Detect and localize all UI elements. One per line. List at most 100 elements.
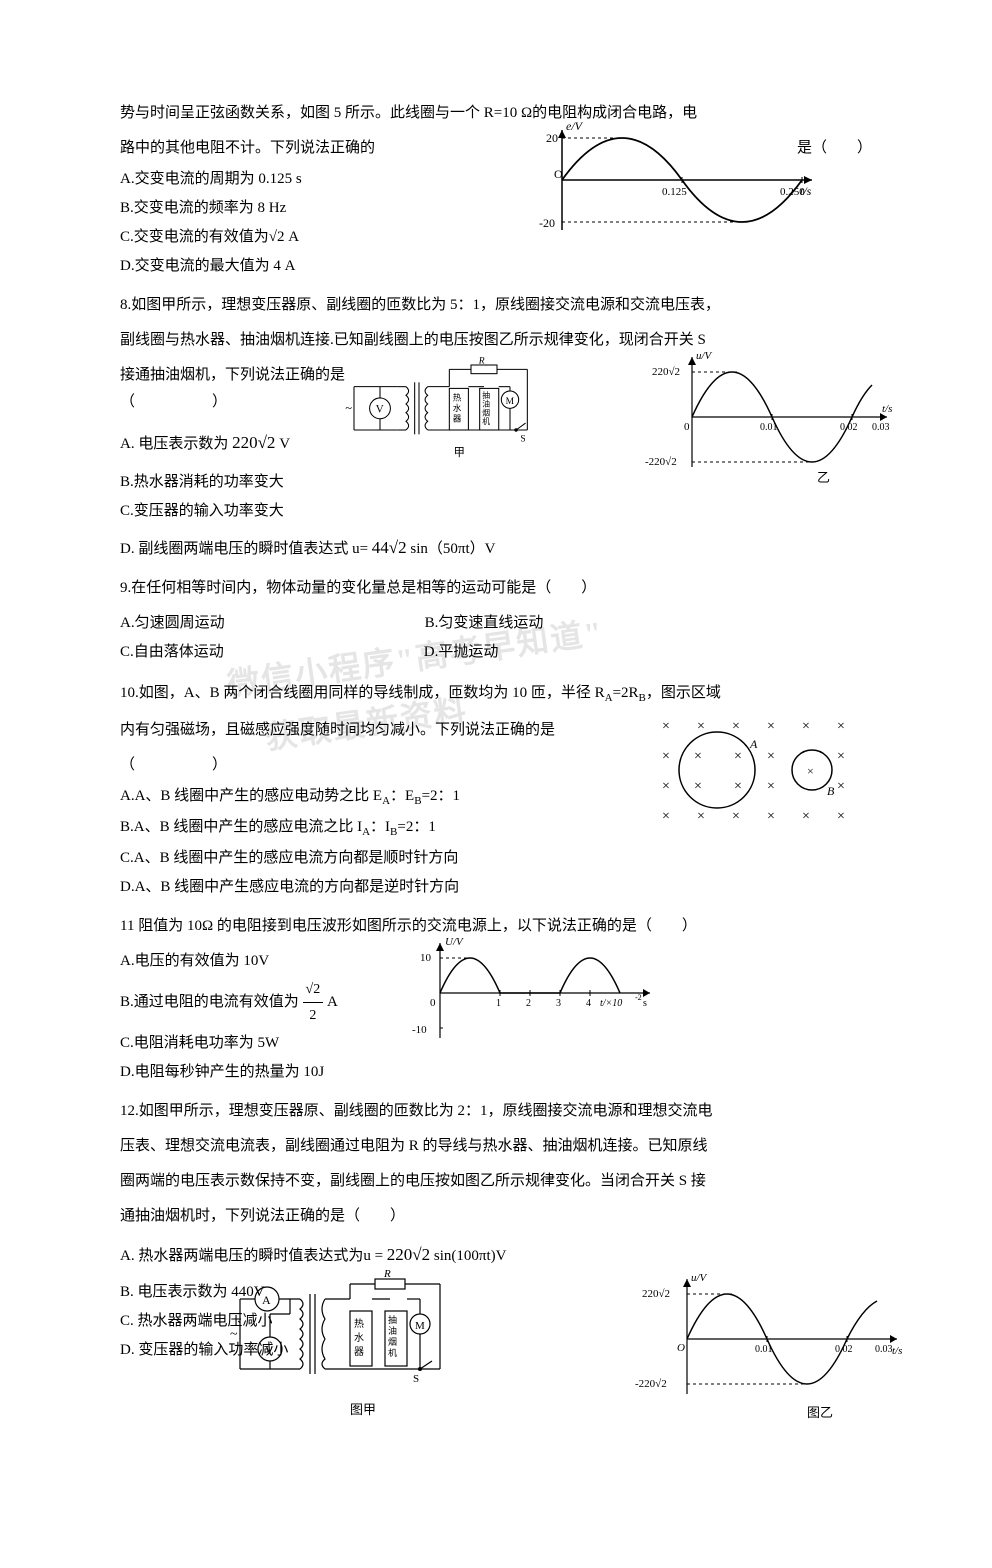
- svg-text:×: ×: [802, 719, 810, 734]
- svg-text:220√2: 220√2: [642, 1288, 670, 1300]
- svg-text:水: 水: [453, 402, 462, 413]
- svg-text:~: ~: [345, 401, 352, 415]
- svg-text:烟: 烟: [388, 1336, 397, 1347]
- svg-text:图甲: 图甲: [350, 1402, 376, 1417]
- svg-text:10: 10: [420, 952, 432, 964]
- svg-text:抽: 抽: [482, 390, 490, 400]
- svg-text:×: ×: [694, 749, 702, 764]
- q11-chart: 10 -10 0 U/V 1 2 3 4 t/×10 -2 s: [400, 933, 660, 1053]
- svg-text:甲: 甲: [454, 447, 465, 459]
- svg-text:×: ×: [807, 764, 814, 778]
- svg-text:s: s: [643, 998, 647, 1009]
- svg-text:4: 4: [586, 998, 591, 1009]
- svg-text:×: ×: [802, 809, 810, 824]
- svg-text:O: O: [554, 167, 563, 181]
- svg-text:t/s: t/s: [892, 1345, 902, 1357]
- svg-text:B: B: [827, 784, 835, 798]
- q9-option-a: A.匀速圆周运动: [120, 610, 225, 637]
- question-7: 势与时间呈正弦函数关系，如图 5 所示。此线圈与一个 R=10 Ω的电阻构成闭合…: [120, 100, 872, 280]
- svg-text:×: ×: [837, 779, 845, 794]
- svg-text:V: V: [265, 1343, 274, 1357]
- q12-option-a: A. 热水器两端电压的瞬时值表达式为u = 220√2 sin(100πt)V: [120, 1240, 872, 1271]
- svg-text:0.03: 0.03: [872, 422, 890, 433]
- svg-text:u/V: u/V: [691, 1272, 708, 1284]
- svg-text:-220√2: -220√2: [645, 456, 677, 468]
- q7-option-d: D.交变电流的最大值为 4 A: [120, 253, 872, 280]
- q8-intro1: 8.如图甲所示，理想变压器原、副线圈的匝数比为 5：1，原线圈接交流电源和交流电…: [120, 292, 872, 319]
- svg-text:×: ×: [767, 779, 775, 794]
- svg-text:20: 20: [546, 131, 558, 145]
- q12-intro4: 通抽油烟机时，下列说法正确的是（ ）: [120, 1203, 872, 1230]
- q8-circuit: ~ V R 热 水 器: [320, 352, 570, 482]
- svg-text:乙: 乙: [817, 470, 830, 485]
- svg-text:e/V: e/V: [566, 120, 584, 133]
- svg-text:0.02: 0.02: [835, 1344, 853, 1355]
- svg-text:t/s: t/s: [882, 403, 892, 415]
- svg-text:R: R: [383, 1269, 391, 1280]
- svg-text:×: ×: [837, 749, 845, 764]
- svg-text:图乙: 图乙: [807, 1405, 833, 1420]
- q10-option-c: C.A、B 线圈中产生的感应电流方向都是顺时针方向: [120, 845, 872, 872]
- svg-text:×: ×: [767, 809, 775, 824]
- svg-text:220√2: 220√2: [652, 366, 680, 378]
- svg-text:×: ×: [694, 779, 702, 794]
- question-10: 10.如图，A、B 两个闭合线圈用同样的导线制成，匝数均为 10 匝，半径 RA…: [120, 680, 872, 900]
- q12-circuit: A ~ V R: [220, 1269, 470, 1439]
- svg-text:机: 机: [388, 1347, 397, 1358]
- svg-text:×: ×: [662, 719, 670, 734]
- svg-text:0.01: 0.01: [755, 1344, 773, 1355]
- q8-option-d: D. 副线圈两端电压的瞬时值表达式 u= 44√2 sin（50πt）V: [120, 533, 872, 564]
- svg-text:油: 油: [388, 1325, 397, 1336]
- question-9: 9.在任何相等时间内，物体动量的变化量总是相等的运动可能是（ ） A.匀速圆周运…: [120, 575, 872, 668]
- svg-text:热: 热: [354, 1317, 364, 1330]
- q10-option-d: D.A、B 线圈中产生感应电流的方向都是逆时针方向: [120, 874, 872, 901]
- svg-text:×: ×: [732, 809, 740, 824]
- q10-figure: ×××××× ××× ××× ×××××× ×× ×× A B ×: [652, 710, 872, 830]
- svg-text:机: 机: [482, 416, 490, 426]
- svg-text:1: 1: [496, 998, 501, 1009]
- svg-text:×: ×: [662, 779, 670, 794]
- q12-chart: 220√2 -220√2 u/V O 0.01 0.02 0.03 t/s 图乙: [632, 1269, 912, 1429]
- svg-text:0.125: 0.125: [662, 186, 687, 198]
- svg-text:×: ×: [767, 749, 775, 764]
- svg-text:×: ×: [734, 779, 742, 794]
- svg-text:×: ×: [732, 719, 740, 734]
- svg-text:×: ×: [767, 719, 775, 734]
- svg-text:×: ×: [837, 809, 845, 824]
- svg-text:×: ×: [662, 749, 670, 764]
- svg-text:-2: -2: [635, 993, 642, 1002]
- svg-text:0.03: 0.03: [875, 1344, 893, 1355]
- svg-text:0.250: 0.250: [780, 186, 805, 198]
- svg-text:M: M: [415, 1320, 425, 1332]
- q8-option-c: C.变压器的输入功率变大: [120, 498, 872, 525]
- svg-text:3: 3: [556, 998, 561, 1009]
- question-12: 12.如图甲所示，理想变压器原、副线圈的匝数比为 2：1，原线圈接交流电源和理想…: [120, 1098, 872, 1496]
- q12-intro1: 12.如图甲所示，理想变压器原、副线圈的匝数比为 2：1，原线圈接交流电源和理想…: [120, 1098, 872, 1125]
- svg-text:O: O: [677, 1342, 685, 1354]
- svg-text:0.01: 0.01: [760, 422, 778, 433]
- svg-text:-20: -20: [539, 216, 555, 230]
- svg-text:器: 器: [453, 413, 462, 423]
- svg-text:~: ~: [230, 1327, 238, 1342]
- svg-text:0.02: 0.02: [840, 422, 858, 433]
- svg-text:U/V: U/V: [445, 936, 464, 948]
- svg-text:油: 油: [482, 399, 490, 409]
- svg-text:0: 0: [684, 421, 690, 433]
- svg-text:水: 水: [354, 1332, 364, 1344]
- svg-text:t/×10: t/×10: [600, 998, 622, 1009]
- svg-text:A: A: [262, 1293, 271, 1307]
- q9-intro: 9.在任何相等时间内，物体动量的变化量总是相等的运动可能是（ ）: [120, 575, 872, 602]
- question-8: 8.如图甲所示，理想变压器原、副线圈的匝数比为 5：1，原线圈接交流电源和交流电…: [120, 292, 872, 563]
- q7-chart: 20 -20 O e/V t/s 0.125 0.250: [532, 120, 832, 240]
- svg-text:×: ×: [734, 749, 742, 764]
- q12-intro2: 压表、理想交流电流表，副线圈通过电阻为 R 的导线与热水器、抽油烟机连接。已知原…: [120, 1133, 872, 1160]
- svg-text:抽: 抽: [388, 1314, 397, 1325]
- svg-text:-10: -10: [412, 1024, 427, 1036]
- svg-text:-220√2: -220√2: [635, 1378, 667, 1390]
- svg-text:S: S: [413, 1373, 419, 1385]
- svg-text:M: M: [506, 397, 515, 407]
- svg-text:V: V: [376, 404, 384, 416]
- q12-intro3: 圈两端的电压表示数保持不变，副线圈上的电压按如图乙所示规律变化。当闭合开关 S …: [120, 1168, 872, 1195]
- q11-option-d: D.电阻每秒钟产生的热量为 10J: [120, 1059, 872, 1086]
- svg-text:A: A: [749, 737, 758, 751]
